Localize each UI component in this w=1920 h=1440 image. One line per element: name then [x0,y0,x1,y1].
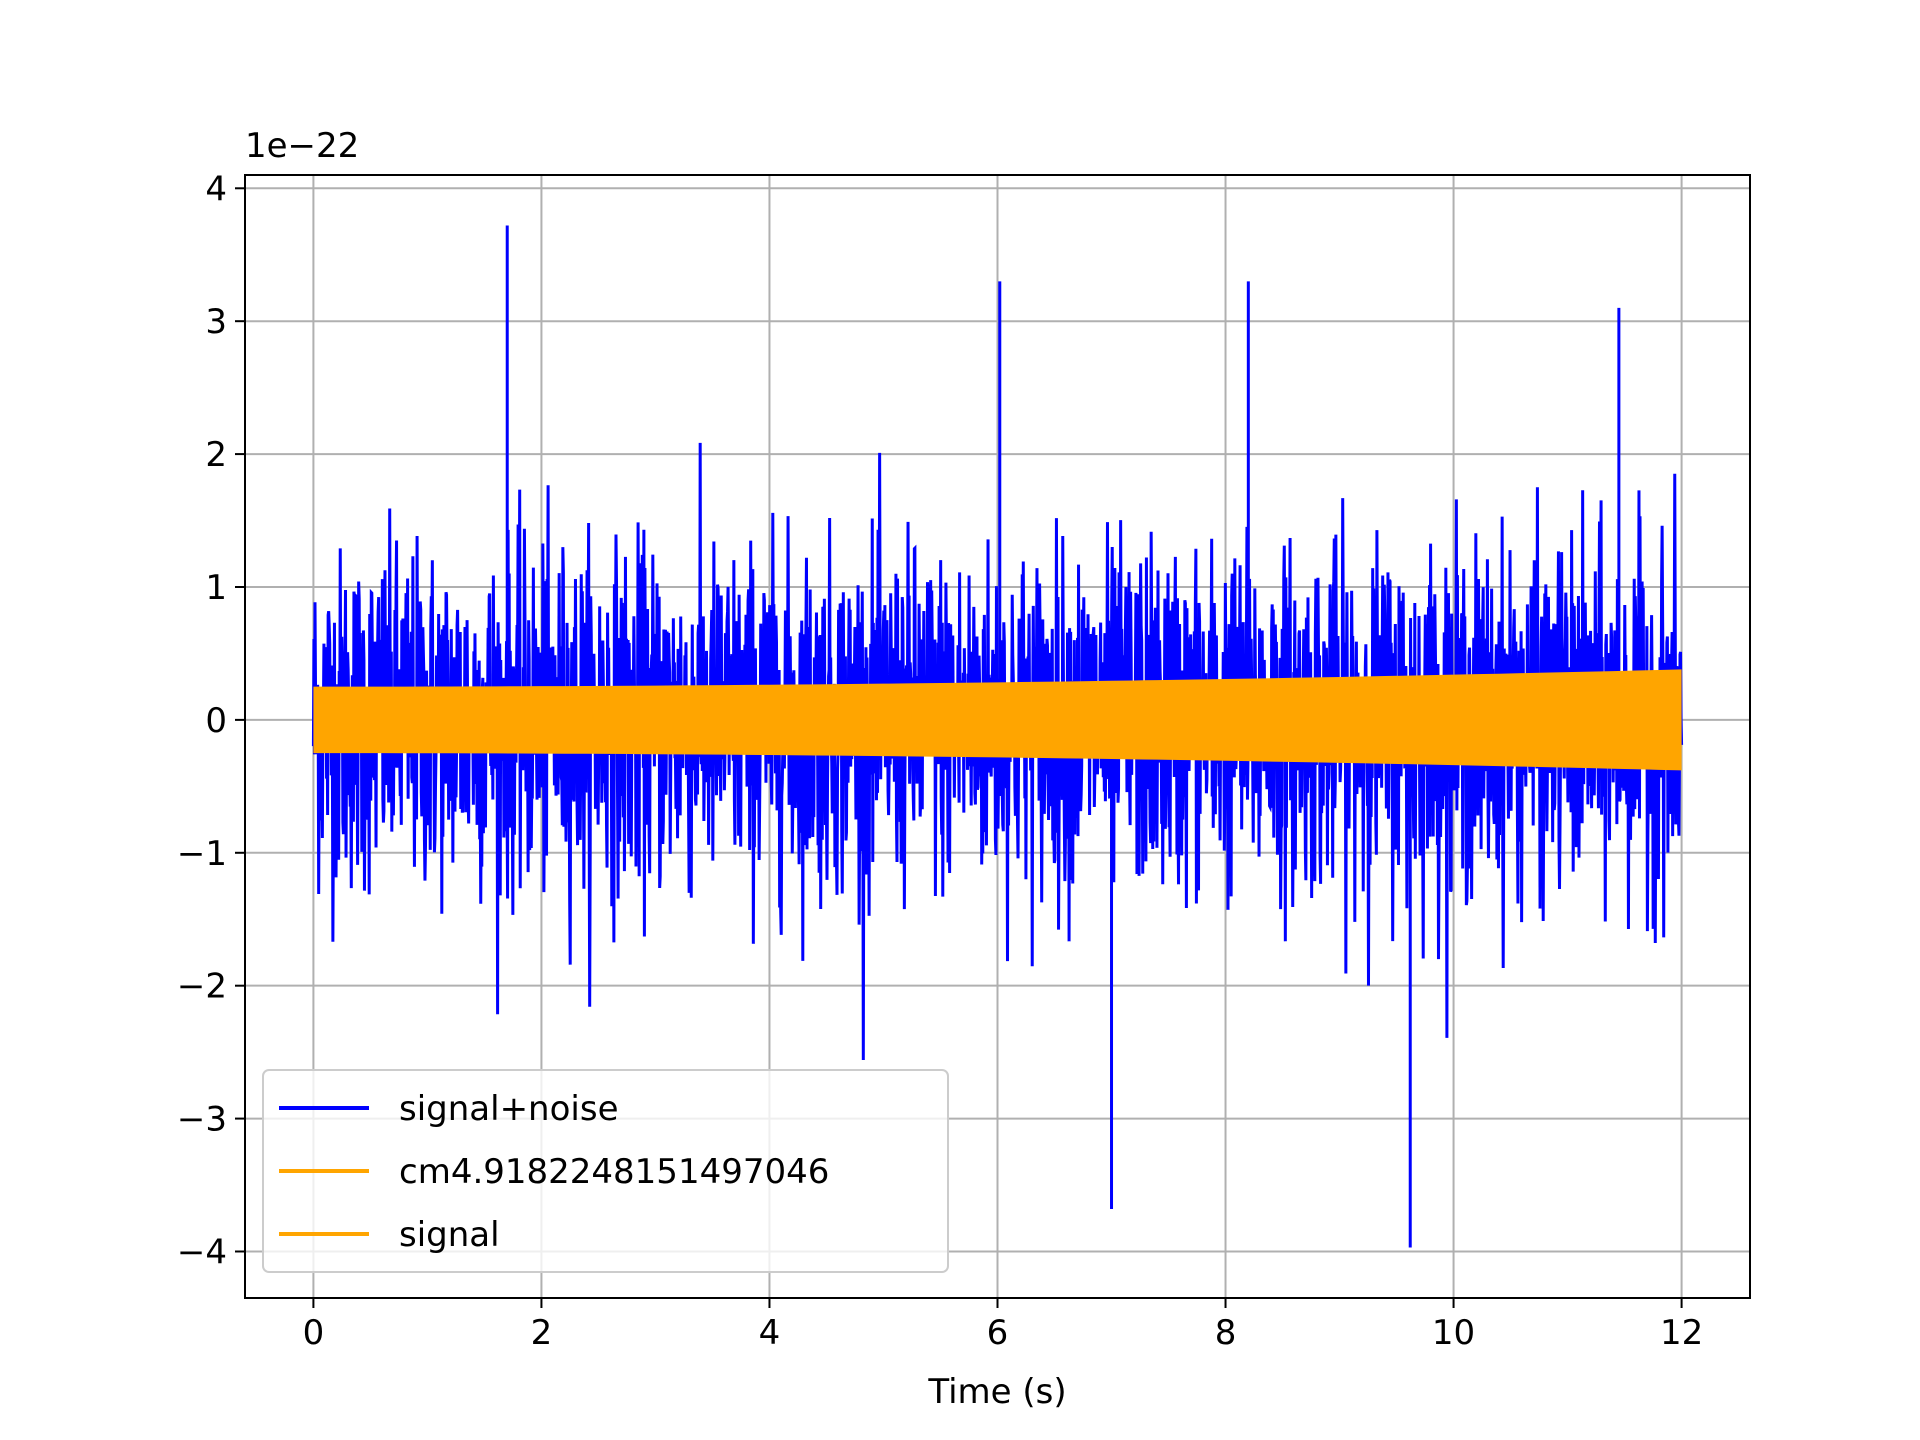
x-tick-label: 0 [303,1313,325,1353]
series-layer [311,225,1684,1248]
y-tick-label: −1 [177,834,227,874]
legend-label-cm: cm4.9182248151497046 [399,1152,829,1192]
legend-label-signal: signal [399,1215,500,1255]
x-tick-label: 12 [1660,1313,1703,1353]
y-tick-label: 4 [205,169,227,209]
x-tick-label: 8 [1215,1313,1237,1353]
y-tick-label: −4 [177,1232,227,1272]
series-cm-signal-band [313,669,1682,771]
y-tick-label: 2 [205,435,227,475]
x-tick-label: 2 [531,1313,553,1353]
y-tick-label: 3 [205,302,227,342]
y-tick-label: −2 [177,967,227,1007]
x-axis-label: Time (s) [927,1372,1066,1412]
legend: signal+noise cm4.9182248151497046 signal [262,1069,949,1273]
x-axis-ticks: 0 2 4 6 8 10 12 [303,1298,1703,1353]
x-tick-label: 4 [759,1313,781,1353]
legend-box [262,1069,949,1273]
legend-label-signal-noise: signal+noise [399,1089,619,1129]
x-tick-label: 10 [1432,1313,1475,1353]
y-offset-label: 1e−22 [245,126,359,166]
y-axis-ticks: −4 −3 −2 −1 0 1 2 3 4 [177,169,245,1272]
y-tick-label: −3 [177,1100,227,1140]
y-tick-label: 1 [205,568,227,608]
x-tick-label: 6 [987,1313,1009,1353]
y-tick-label: 0 [205,701,227,741]
